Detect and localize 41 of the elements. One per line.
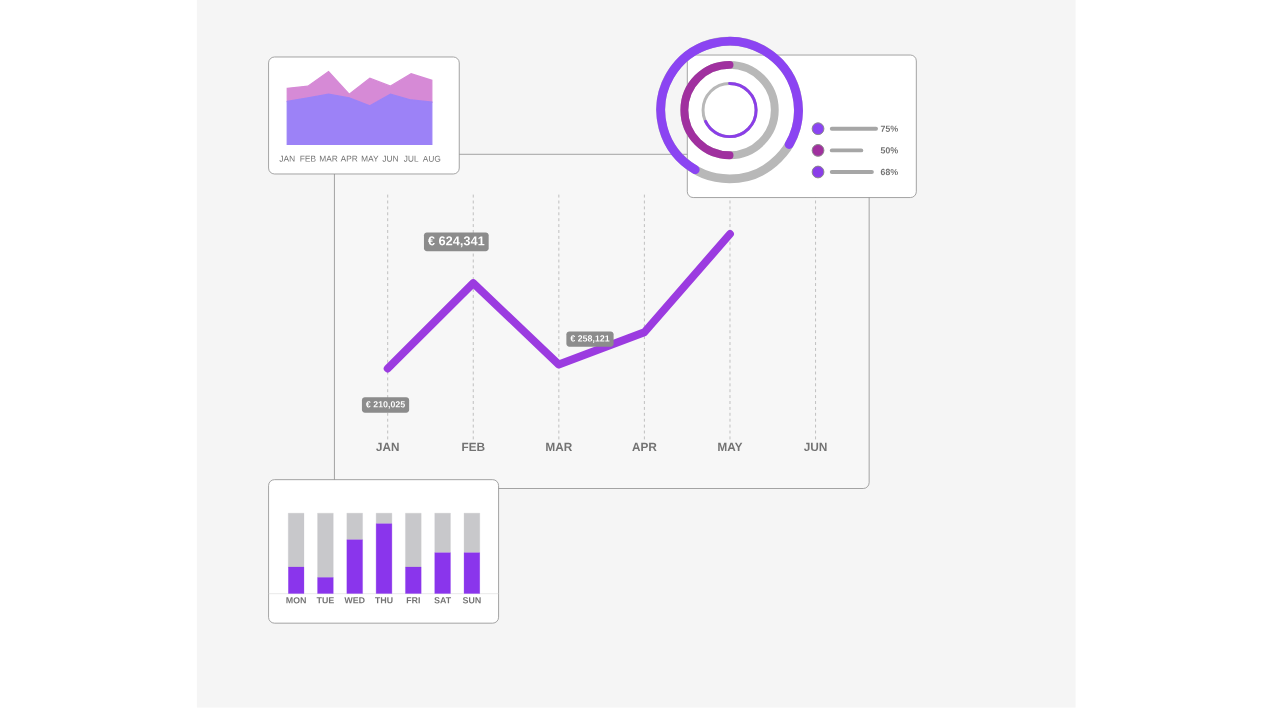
x-tick-label: JAN bbox=[376, 442, 399, 452]
x-tick-label: TUE bbox=[316, 597, 334, 604]
x-tick-label: APR bbox=[632, 442, 657, 452]
bar bbox=[288, 513, 305, 568]
x-tick-label: JUN bbox=[382, 155, 398, 162]
annotation: € 258,121 bbox=[570, 335, 610, 344]
x-tick-label: WED bbox=[344, 597, 365, 604]
bar bbox=[463, 552, 480, 594]
bar bbox=[288, 567, 305, 594]
data-label: 68% bbox=[880, 169, 898, 176]
x-tick-label: MAR bbox=[319, 155, 338, 162]
x-tick-label: FEB bbox=[300, 155, 316, 162]
data-label: 50% bbox=[880, 147, 898, 154]
annotation: € 624,341 bbox=[427, 236, 485, 248]
x-tick-label: MON bbox=[286, 597, 306, 604]
x-tick-label: SAT bbox=[434, 597, 452, 604]
x-tick-label: APR bbox=[340, 155, 358, 162]
bar bbox=[405, 513, 422, 568]
x-tick-label: FEB bbox=[462, 442, 485, 452]
bar bbox=[434, 513, 451, 553]
x-tick-label: FRI bbox=[406, 597, 420, 604]
x-tick-label: MAR bbox=[546, 442, 573, 452]
x-tick-label: SUN bbox=[462, 597, 481, 604]
bar bbox=[434, 552, 451, 594]
bar bbox=[405, 567, 422, 594]
x-tick-label: MAY bbox=[361, 155, 379, 162]
x-tick-label: JUN bbox=[803, 442, 827, 452]
bar bbox=[346, 513, 363, 541]
x-tick-label: AUG bbox=[422, 155, 441, 162]
bar bbox=[463, 513, 480, 553]
x-tick-label: JUL bbox=[403, 155, 419, 162]
x-tick-label: THU bbox=[375, 597, 393, 604]
bar bbox=[317, 577, 334, 594]
x-tick-label: MAY bbox=[718, 442, 743, 452]
x-tick-label: JAN bbox=[279, 155, 295, 162]
bar bbox=[317, 513, 334, 578]
bar bbox=[346, 539, 363, 594]
bar bbox=[376, 523, 393, 594]
bar bbox=[376, 513, 393, 524]
text: € 210,025 bbox=[365, 401, 405, 409]
data-label: 75% bbox=[880, 125, 898, 133]
